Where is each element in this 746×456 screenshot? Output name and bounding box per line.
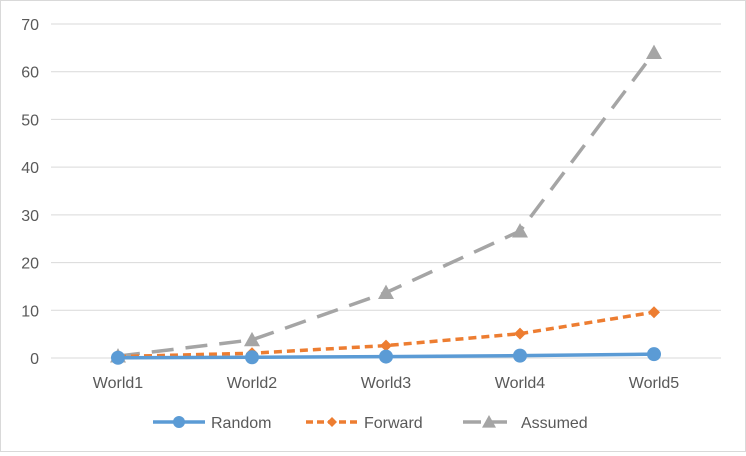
y-tick-label: 60 (21, 65, 39, 82)
data-point-diamond (327, 417, 337, 427)
legend: Random Forward Assumed (153, 415, 588, 432)
data-point-diamond (648, 306, 660, 319)
x-tick-label: World4 (495, 375, 545, 392)
legend-label: Random (211, 415, 271, 432)
data-point-triangle (512, 223, 528, 238)
y-tick-label: 50 (21, 112, 39, 129)
legend-item-forward: Forward (306, 415, 423, 432)
x-tick-label: World3 (361, 375, 411, 392)
gridlines (51, 23, 721, 311)
series-lines (110, 44, 662, 365)
y-tick-label: 20 (21, 256, 39, 273)
y-tick-label: 10 (21, 303, 39, 320)
y-tick-label: 30 (21, 208, 39, 225)
data-point-triangle (646, 44, 662, 60)
legend-label: Assumed (521, 415, 588, 432)
data-point-circle (379, 349, 393, 364)
y-axis-tick-labels: 0 10 20 30 40 50 60 70 (21, 17, 39, 368)
data-point-triangle (244, 331, 260, 347)
x-tick-label: World2 (227, 375, 277, 392)
legend-item-random: Random (153, 415, 271, 432)
x-axis-tick-labels: World1 World2 World3 World4 World5 (93, 375, 679, 392)
series-random (111, 347, 661, 365)
x-tick-label: World5 (629, 375, 679, 392)
data-point-diamond (514, 327, 526, 340)
y-tick-label: 40 (21, 160, 39, 177)
data-point-circle (513, 348, 527, 363)
data-point-triangle (378, 284, 394, 300)
series-line (117, 310, 655, 359)
data-point-circle (173, 416, 185, 428)
data-point-circle (647, 347, 661, 362)
legend-label: Forward (364, 415, 423, 432)
y-tick-label: 0 (30, 351, 39, 368)
data-point-circle (111, 350, 125, 365)
data-point-triangle (482, 415, 496, 428)
legend-item-assumed: Assumed (463, 415, 588, 432)
series-assumed (110, 44, 662, 363)
data-point-circle (245, 350, 259, 365)
x-tick-label: World1 (93, 375, 143, 392)
y-tick-label: 70 (21, 17, 39, 34)
data-point-diamond (380, 339, 392, 352)
